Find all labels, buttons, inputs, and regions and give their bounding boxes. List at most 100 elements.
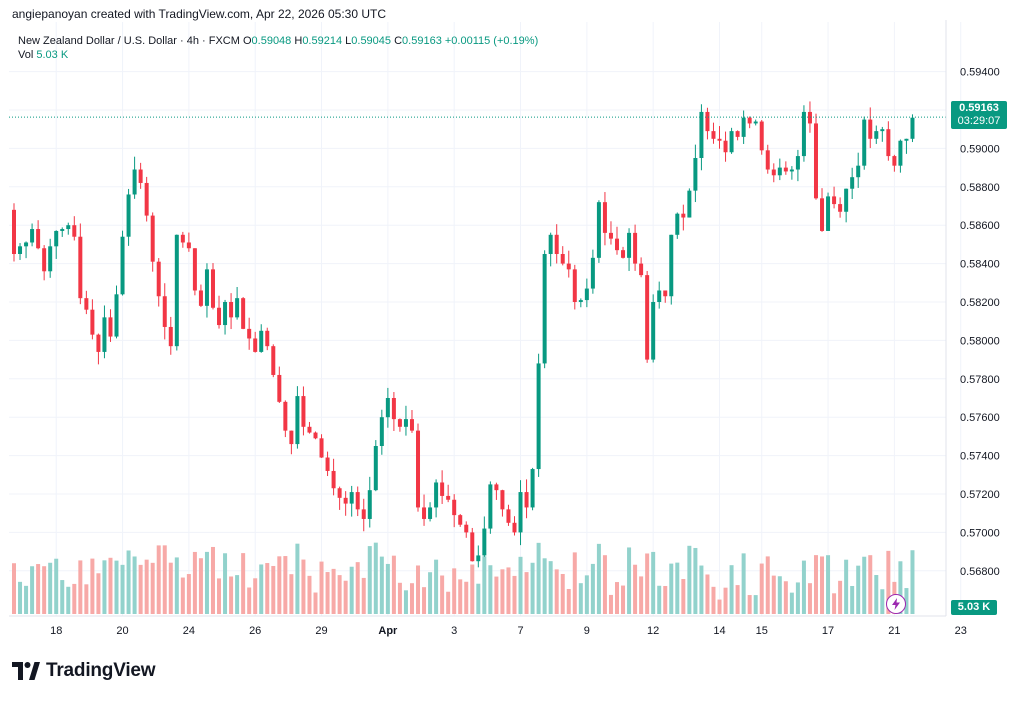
chart-caption: angiepanoyan created with TradingView.co…	[12, 7, 387, 21]
candle-body	[518, 492, 523, 533]
candle-body	[66, 225, 71, 230]
volume-bar	[651, 551, 656, 614]
candle-body	[144, 182, 149, 216]
volume-bar	[96, 573, 101, 614]
alert-button[interactable]	[886, 594, 906, 614]
volume-bar	[530, 562, 535, 614]
candle-body	[120, 236, 125, 295]
time-tick-label: 17	[822, 625, 834, 637]
price-tick-label: 0.57600	[960, 412, 1000, 424]
candle-body	[602, 202, 607, 233]
lightning-icon	[892, 598, 900, 610]
volume-bar	[572, 552, 577, 614]
volume-bar	[904, 588, 909, 614]
candle-body	[210, 269, 215, 308]
volume-bar	[464, 581, 469, 614]
candle-body	[18, 246, 23, 254]
candle-body	[36, 229, 41, 249]
volume-bar	[307, 575, 312, 614]
volume-bar	[747, 595, 752, 614]
candle-body	[343, 497, 348, 504]
volume-bar	[880, 589, 885, 614]
volume-bar	[693, 547, 698, 614]
time-tick-label: Apr	[378, 625, 398, 637]
volume-bar	[536, 542, 541, 614]
axes	[9, 20, 947, 617]
volume-bar	[36, 564, 41, 614]
volume-bar	[832, 593, 837, 614]
candle-body	[108, 317, 113, 337]
time-tick-label: 3	[451, 625, 457, 637]
volume-bar	[663, 585, 668, 614]
candle-body	[217, 307, 222, 326]
candle-body	[578, 300, 583, 302]
volume-bar	[488, 565, 493, 614]
candle-body	[355, 492, 360, 510]
volume-bar	[494, 576, 499, 614]
volume-bar	[705, 574, 710, 614]
low-label: L	[345, 35, 352, 47]
candle-body	[554, 234, 559, 254]
volume-bar	[355, 562, 360, 614]
volume-bar	[590, 563, 595, 614]
volume-bar	[608, 594, 613, 614]
candle-body	[681, 213, 686, 218]
candle-body	[132, 169, 137, 195]
candle-body	[856, 165, 861, 178]
volume-bar	[24, 585, 29, 614]
candle-body	[832, 196, 837, 205]
price-tick-label: 0.56800	[960, 566, 1000, 578]
candle-body	[838, 204, 843, 212]
candle-body	[826, 196, 831, 231]
volume-bar	[687, 545, 692, 614]
candle-body	[524, 492, 529, 508]
brand-name: TradingView	[46, 660, 156, 681]
volume-bar	[862, 556, 867, 614]
volume-bar	[409, 583, 414, 614]
candle-body	[54, 230, 59, 247]
volume-bar	[277, 556, 282, 614]
candle-body	[126, 194, 131, 237]
candle-body	[102, 317, 107, 352]
candle-body	[84, 298, 89, 310]
symbol-title[interactable]: New Zealand Dollar / U.S. Dollar · 4h · …	[18, 35, 240, 47]
symbol-legend: New Zealand Dollar / U.S. Dollar · 4h · …	[18, 33, 538, 49]
volume-bar	[229, 576, 234, 614]
volume-bar	[162, 545, 167, 614]
candle-body	[48, 246, 53, 272]
candle-body	[265, 330, 270, 347]
candle-body	[367, 490, 372, 519]
candle-body	[470, 532, 475, 562]
volume-bar	[548, 561, 553, 614]
volume-bar	[874, 575, 879, 614]
candle-body	[621, 250, 626, 258]
tradingview-logo[interactable]: TradingView	[12, 659, 156, 683]
candle-body	[488, 484, 493, 529]
price-scale[interactable]: 0.594000.592000.590000.588000.586000.584…	[960, 67, 1000, 578]
candle-body	[633, 232, 638, 264]
candle-body	[259, 330, 264, 352]
volume-bar	[265, 563, 270, 614]
volume-bar	[826, 555, 831, 614]
candle-body	[458, 515, 463, 525]
time-tick-label: 29	[315, 625, 327, 637]
time-tick-label: 14	[713, 625, 725, 637]
volume-bar	[84, 584, 89, 614]
volume-bar	[204, 551, 209, 614]
candle-body	[301, 396, 306, 427]
volume-bar	[820, 556, 825, 614]
time-tick-label: 23	[955, 625, 967, 637]
candle-body	[416, 430, 421, 508]
candle-body	[651, 302, 656, 360]
volume-bar	[66, 586, 71, 614]
grid-lines	[9, 22, 962, 616]
volume-label[interactable]: Vol	[18, 49, 34, 61]
volume-bar	[126, 550, 131, 614]
volume-bar	[198, 558, 203, 614]
volume-bar	[850, 585, 855, 614]
volume-bar	[838, 580, 843, 614]
time-tick-label: 21	[888, 625, 900, 637]
time-scale[interactable]: 18 20 24 26 29 Apr 3 7 9 12 14 15 17 21 23	[50, 625, 967, 637]
